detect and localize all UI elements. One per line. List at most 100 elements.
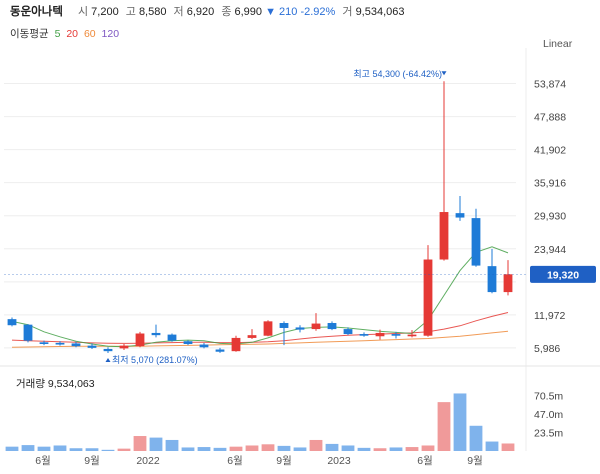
ma-60-line (11, 330, 509, 348)
volume-bar (469, 425, 483, 451)
close-value: 6,990 (234, 6, 263, 18)
candle-body (183, 341, 193, 344)
ma-20-label: 20 (66, 28, 79, 40)
stock-header: 동운아나텍 시 7,200 고 8,580 저 6,920 종 6,990 ▼ … (10, 3, 405, 19)
max-price-annotation: 최고 54,300 (-64.42%) (353, 69, 442, 79)
volume-tick-label: 23.5m (534, 427, 563, 439)
candle-body (343, 329, 353, 335)
volume-bar (101, 449, 115, 451)
candle-body (279, 323, 289, 328)
ma-120-label: 120 (101, 28, 120, 40)
ma-legend-label: 이동평균 (10, 28, 49, 40)
candle-body (327, 323, 337, 330)
volume-tick-label: 70.5m (534, 390, 563, 402)
volume-bar (165, 439, 179, 451)
change-value: ▼ 210 (265, 6, 298, 18)
high-label: 고 (125, 6, 136, 18)
y-tick-label: 11,972 (534, 310, 565, 322)
high-value: 8,580 (138, 6, 167, 18)
volume-bar (53, 445, 67, 451)
y-tick-label: 47,888 (534, 112, 566, 124)
volume-bar (437, 402, 451, 451)
y-tick-label: 35,916 (534, 178, 566, 190)
candle-body (119, 345, 129, 349)
candle-body (7, 319, 17, 326)
candle-body (71, 343, 81, 347)
candle-body (39, 342, 49, 344)
x-tick-label: 6월 (227, 455, 243, 467)
volume-tick-label: 47.0m (534, 409, 563, 421)
volume-bar (229, 446, 243, 451)
volume-bar (213, 447, 227, 451)
volume-label-header: 거 (342, 6, 353, 18)
volume-bar (325, 443, 339, 451)
volume-bar (389, 447, 403, 451)
candle-body (247, 335, 257, 338)
volume-bar (453, 393, 467, 451)
ma-20-line (11, 312, 509, 344)
max-marker-icon (441, 71, 447, 76)
candle-body (167, 334, 177, 341)
volume-bar (277, 445, 291, 451)
low-value: 6,920 (186, 6, 215, 18)
scale-mode-toggle[interactable]: Linear (543, 38, 573, 50)
volume-bar (421, 445, 435, 451)
close-label: 종 (221, 6, 232, 18)
candle-body (503, 274, 513, 293)
moving-average-legend[interactable]: 이동평균 5 20 60 120 (10, 26, 122, 41)
candle-body (151, 332, 161, 336)
volume-bar (133, 436, 147, 451)
candle-body (55, 342, 65, 345)
volume-bar (5, 446, 19, 451)
volume-bar (261, 444, 275, 451)
candle-body (439, 212, 449, 260)
candle-body (263, 321, 273, 336)
volume-value-header: 9,534,063 (355, 6, 405, 18)
volume-bar (341, 445, 355, 451)
x-tick-label: 9월 (276, 455, 292, 467)
volume-bar (69, 448, 83, 451)
min-price-annotation: 최저 5,070 (281.07%) (112, 355, 198, 365)
volume-bar (245, 445, 259, 451)
low-label: 저 (173, 6, 184, 18)
candle-body (407, 334, 417, 337)
volume-bar (85, 448, 99, 451)
volume-bar (501, 443, 515, 451)
open-label: 시 (77, 6, 89, 18)
candle-body (135, 333, 145, 347)
ma-60-label: 60 (83, 28, 96, 40)
x-tick-label: 2023 (327, 455, 351, 467)
candle-body (215, 349, 225, 352)
volume-bar (373, 448, 387, 451)
x-tick-label: 2022 (136, 455, 160, 467)
candle-body (311, 323, 321, 330)
y-tick-label: 23,944 (534, 244, 566, 256)
open-value: 7,200 (91, 6, 119, 18)
x-tick-label: 9월 (467, 455, 483, 467)
candle-body (375, 332, 385, 337)
y-tick-label: 41,902 (534, 145, 566, 157)
x-tick-label: 6월 (417, 455, 433, 467)
candle-body (103, 348, 113, 352)
volume-panel-label: 거래량 9,534,063 (16, 378, 95, 390)
volume-bar (293, 447, 307, 451)
candle-body (359, 334, 369, 336)
y-tick-label: 53,874 (534, 79, 566, 91)
candle-body (23, 324, 33, 341)
current-price-tag (530, 265, 596, 283)
ma-5-label: 5 (54, 28, 61, 40)
current-price-label: 19,320 (547, 269, 579, 281)
candle-body (391, 334, 401, 336)
y-tick-label: 29,930 (534, 211, 566, 223)
change-percent: -2.92% (300, 6, 336, 18)
volume-bar (37, 446, 51, 451)
candle-body (231, 337, 241, 352)
candle-body (199, 344, 209, 348)
volume-bar (117, 448, 131, 451)
volume-bar (181, 447, 195, 451)
ma-5-line (11, 246, 509, 348)
volume-bar (309, 439, 323, 451)
candle-body (423, 259, 433, 336)
candle-body (455, 213, 465, 218)
